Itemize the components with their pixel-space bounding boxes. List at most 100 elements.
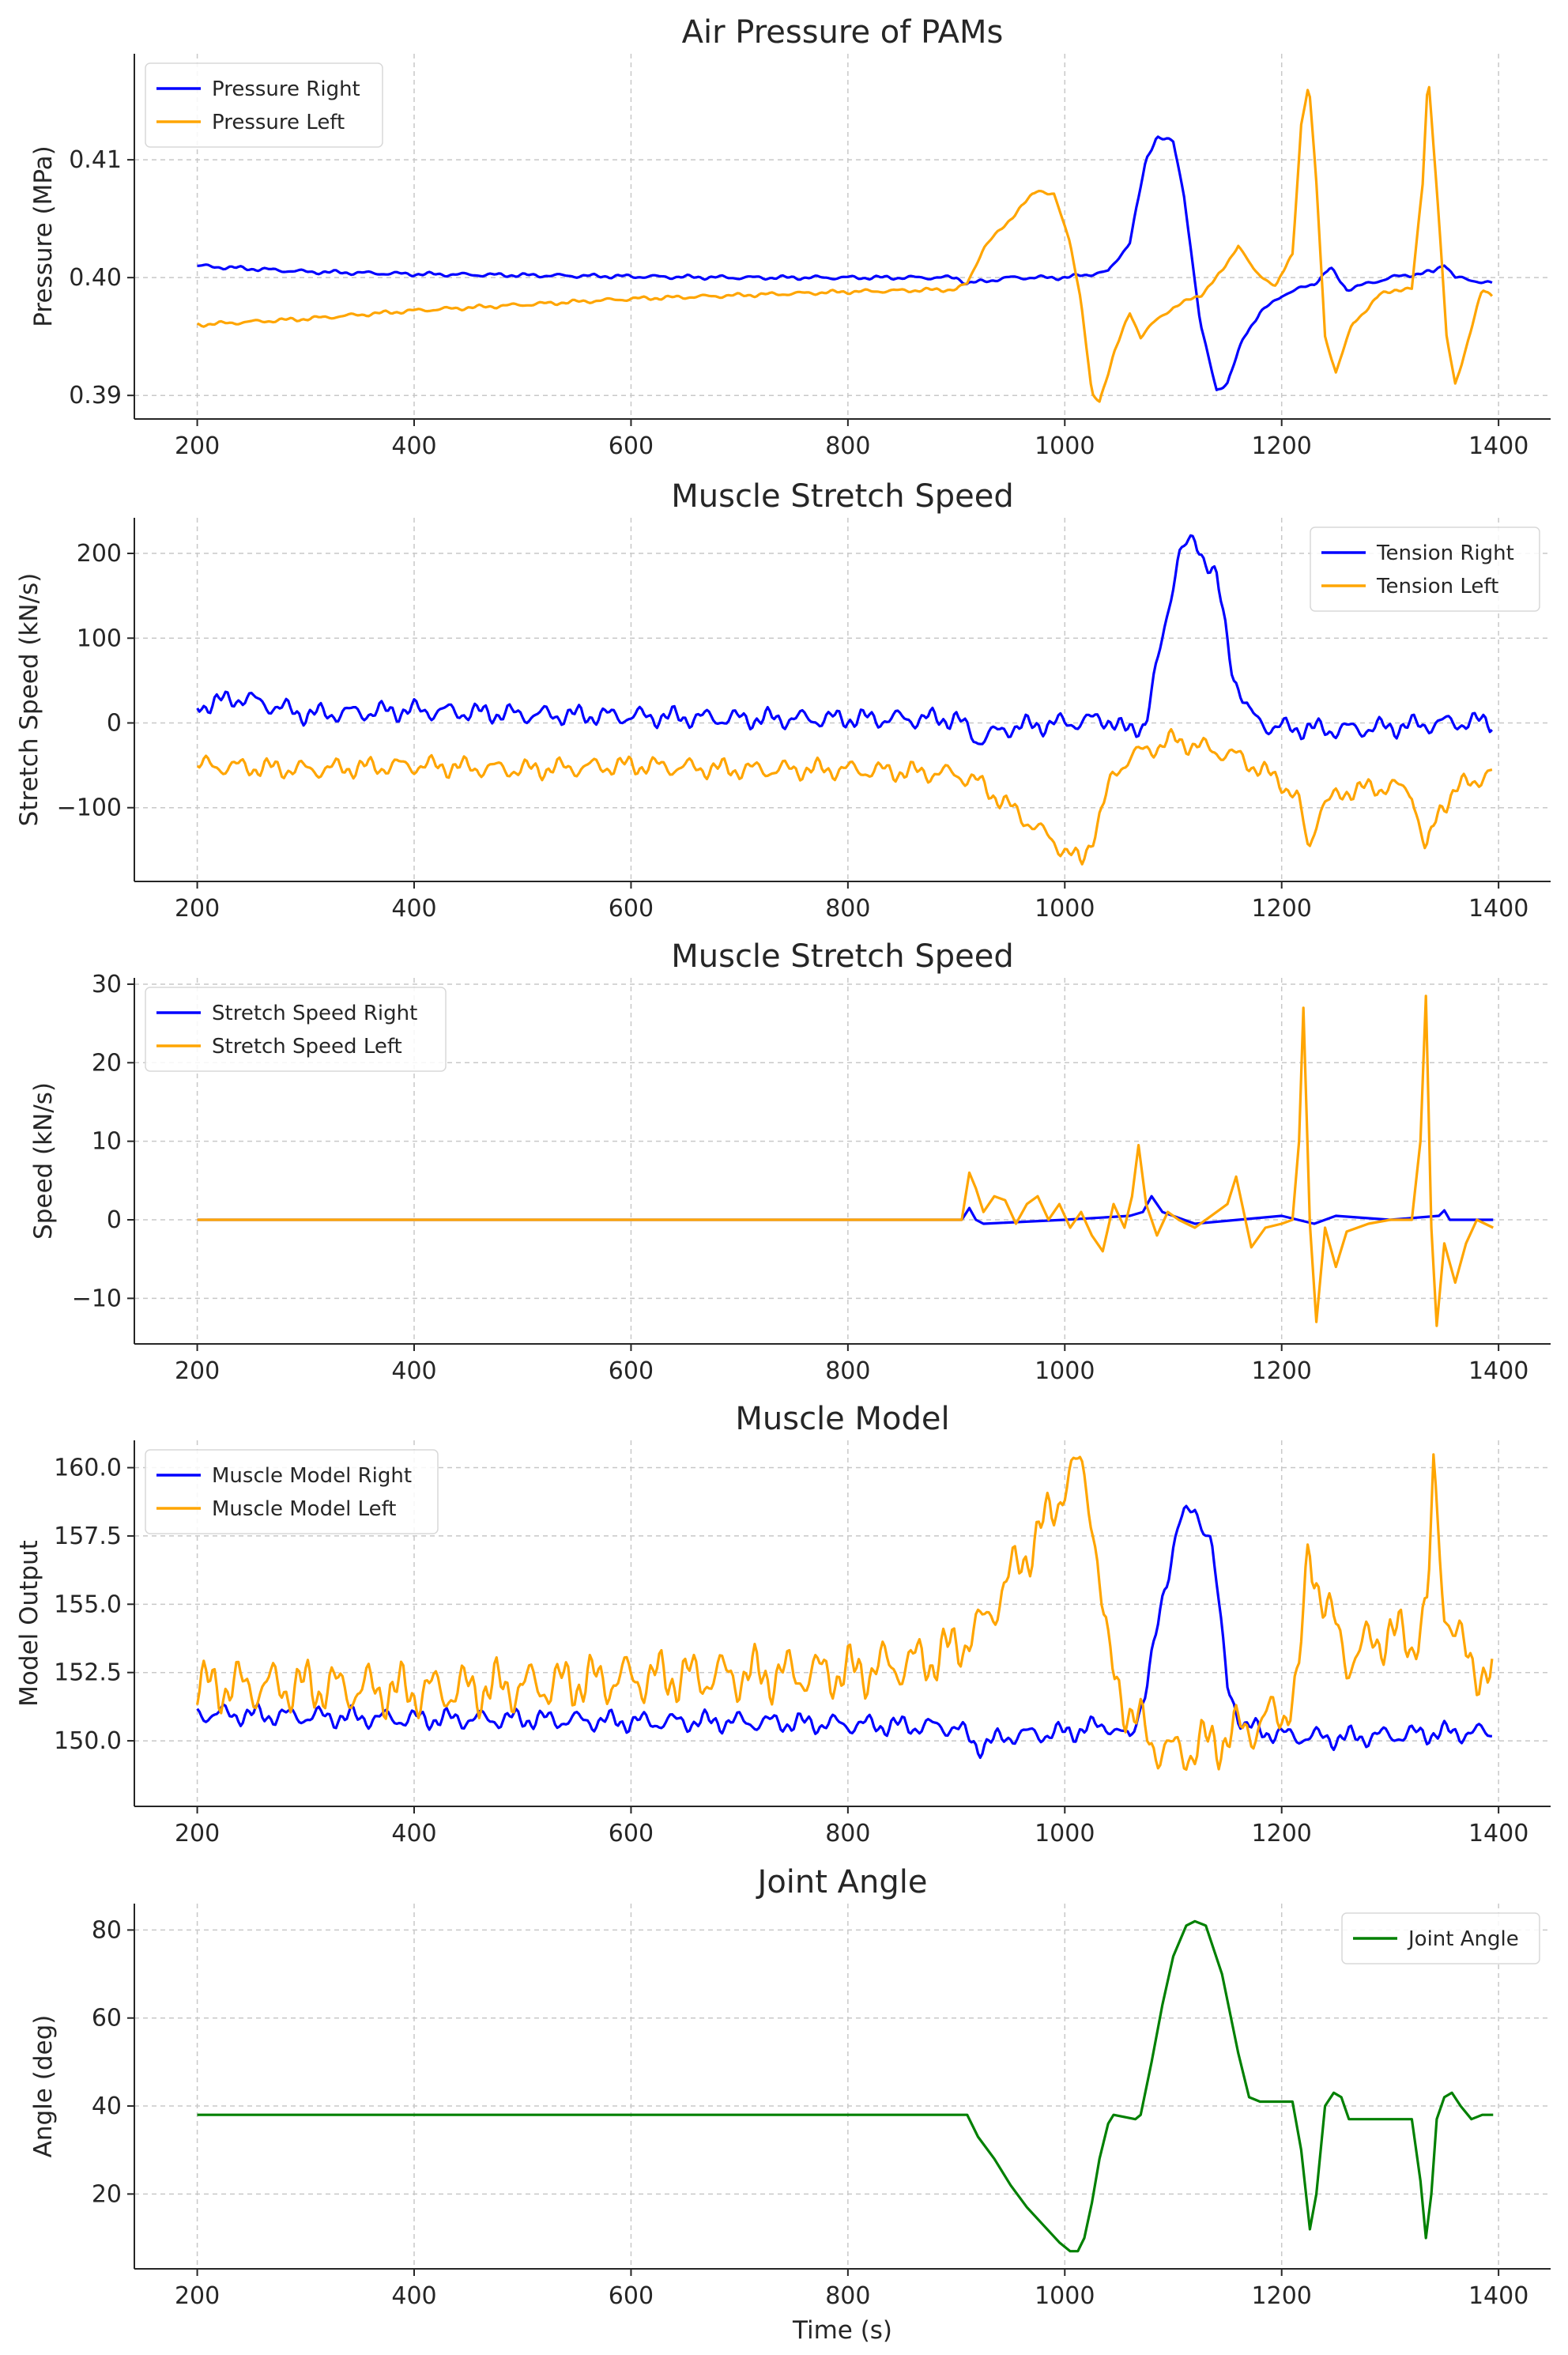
- legend-entry: Stretch Speed Right: [212, 1002, 417, 1025]
- legend-entry: Muscle Model Left: [212, 1497, 396, 1521]
- legend-entry: Muscle Model Right: [212, 1464, 412, 1488]
- x-tick-label: 1400: [1468, 1357, 1528, 1385]
- x-tick-label: 400: [391, 2282, 436, 2310]
- y-tick-label: −10: [72, 1285, 122, 1312]
- y-axis-label: Stretch Speed (kN/s): [15, 573, 43, 827]
- y-tick-label: 100: [77, 625, 122, 652]
- legend-entry: Pressure Left: [212, 111, 345, 134]
- x-tick-label: 200: [175, 2282, 220, 2310]
- legend-entry: Tension Left: [1376, 575, 1498, 598]
- x-tick-label: 200: [175, 1820, 220, 1847]
- chart-title: Muscle Stretch Speed: [671, 938, 1014, 975]
- y-tick-label: 155.0: [54, 1591, 122, 1618]
- y-tick-label: 30: [92, 971, 122, 998]
- series-line-2: [196, 1453, 1494, 1771]
- x-tick-label: 1000: [1035, 1820, 1095, 1847]
- x-tick-label: 1000: [1035, 432, 1095, 460]
- y-tick-label: 0: [107, 1206, 122, 1234]
- y-tick-label: −100: [57, 794, 122, 822]
- legend: Stretch Speed Right Stretch Speed Left: [145, 987, 447, 1072]
- x-axis-label: Time (s): [792, 2316, 892, 2345]
- y-tick-label: 152.5: [54, 1659, 122, 1687]
- y-tick-label: 80: [92, 1916, 122, 1944]
- legend: Muscle Model Right Muscle Model Left: [145, 1449, 439, 1534]
- y-axis-label: Pressure (MPa): [29, 145, 58, 326]
- x-tick-label: 600: [609, 1820, 654, 1847]
- series-line-1: [196, 1504, 1492, 1759]
- y-tick-label: 0.40: [69, 264, 122, 292]
- y-axis-label: Angle (deg): [29, 2015, 58, 2158]
- legend-box: [1341, 1912, 1540, 1964]
- legend-box: [145, 1449, 439, 1534]
- y-tick-label: 40: [92, 2093, 122, 2120]
- y-tick-label: 10: [92, 1128, 122, 1156]
- x-tick-label: 1400: [1468, 2282, 1528, 2310]
- legend-box: [145, 62, 383, 148]
- x-tick-label: 600: [609, 432, 654, 460]
- legend: Tension Right Tension Left: [1310, 526, 1540, 612]
- legend-entry: Tension Right: [1376, 542, 1514, 565]
- chart-title: Air Pressure of PAMs: [682, 14, 1004, 51]
- chart-panel-4: Muscle Model 200 400 600 800 1000 1200 1400 150.…: [15, 1401, 1551, 1847]
- x-tick-label: 1200: [1252, 895, 1312, 923]
- legend-entry: Pressure Right: [212, 77, 360, 101]
- x-tick-label: 1200: [1252, 1357, 1312, 1385]
- chart-title: Muscle Model: [735, 1401, 949, 1437]
- x-tick-label: 1000: [1035, 1357, 1095, 1385]
- x-tick-label: 1400: [1468, 895, 1528, 923]
- y-tick-label: 20: [92, 2180, 122, 2208]
- x-tick-label: 400: [391, 1357, 436, 1385]
- x-tick-label: 400: [391, 432, 436, 460]
- y-tick-label: 60: [92, 2005, 122, 2032]
- x-tick-label: 400: [391, 1820, 436, 1847]
- x-tick-label: 1400: [1468, 432, 1528, 460]
- series-line-1: [197, 1919, 1494, 2253]
- x-tick-label: 1200: [1252, 1820, 1312, 1847]
- y-tick-label: 0: [107, 709, 122, 737]
- x-tick-label: 1200: [1252, 432, 1312, 460]
- series-line-2: [196, 727, 1493, 866]
- y-tick-label: 20: [92, 1049, 122, 1077]
- chart-panel-5: Joint Angle 200 400 600 800 1000 1200 1400 20 40 6…: [29, 1864, 1551, 2345]
- series-line-2: [197, 85, 1494, 403]
- x-tick-label: 1200: [1252, 2282, 1312, 2310]
- series-line-2: [197, 994, 1494, 1327]
- y-tick-label: 200: [77, 540, 122, 568]
- legend: Joint Angle: [1341, 1912, 1540, 1964]
- x-tick-label: 800: [825, 2282, 870, 2310]
- chart-panel-1: Air Pressure of PAMs 200 400 600 800 1000 1200…: [29, 14, 1551, 460]
- y-tick-label: 0.39: [69, 382, 122, 409]
- x-tick-label: 200: [175, 1357, 220, 1385]
- x-tick-label: 800: [825, 1357, 870, 1385]
- y-tick-label: 0.41: [69, 146, 122, 174]
- legend: Pressure Right Pressure Left: [145, 62, 383, 148]
- series-line-1: [196, 534, 1494, 745]
- y-tick-label: 157.5: [54, 1523, 122, 1550]
- legend-box: [1310, 526, 1540, 612]
- x-tick-label: 800: [825, 432, 870, 460]
- x-tick-label: 600: [609, 1357, 654, 1385]
- series-line-1: [197, 135, 1493, 391]
- chart-title: Muscle Stretch Speed: [671, 478, 1014, 515]
- legend-box: [145, 987, 447, 1072]
- x-tick-label: 1000: [1035, 2282, 1095, 2310]
- legend-entry: Stretch Speed Left: [212, 1035, 402, 1059]
- x-tick-label: 400: [391, 895, 436, 923]
- y-axis-label: Model Output: [15, 1540, 43, 1707]
- x-tick-label: 800: [825, 895, 870, 923]
- x-tick-label: 1400: [1468, 1820, 1528, 1847]
- y-tick-label: 150.0: [54, 1727, 122, 1755]
- x-tick-label: 200: [175, 895, 220, 923]
- y-axis-label: Speed (kN/s): [29, 1082, 58, 1240]
- chart-title: Joint Angle: [756, 1864, 928, 1900]
- x-tick-label: 200: [175, 432, 220, 460]
- legend-entry: Joint Angle: [1407, 1927, 1519, 1951]
- x-tick-label: 600: [609, 895, 654, 923]
- x-tick-label: 800: [825, 1820, 870, 1847]
- x-tick-label: 600: [609, 2282, 654, 2310]
- x-tick-label: 1000: [1035, 895, 1095, 923]
- y-tick-label: 160.0: [54, 1455, 122, 1482]
